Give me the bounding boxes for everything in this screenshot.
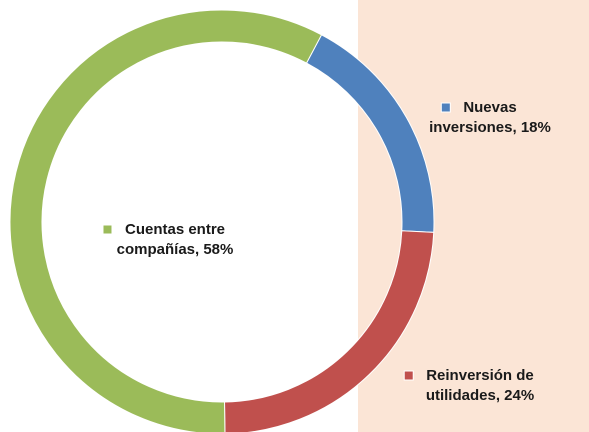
data-label-line: Reinversión de bbox=[426, 367, 534, 384]
data-label: Reinversión de utilidades, 24% bbox=[426, 367, 534, 404]
data-label: Cuentas entre compañías, 58% bbox=[117, 221, 234, 258]
label-marker bbox=[102, 224, 113, 235]
data-label-line: Nuevas bbox=[463, 99, 516, 116]
label-marker bbox=[403, 370, 414, 381]
donut-segment bbox=[9, 9, 323, 432]
data-label: Nuevas inversiones, 18% bbox=[429, 99, 551, 136]
data-label-line: compañías, 58% bbox=[117, 241, 234, 258]
data-label-line: utilidades, 24% bbox=[426, 387, 534, 404]
label-marker bbox=[440, 102, 451, 113]
data-label-line: inversiones, 18% bbox=[429, 119, 551, 136]
donut-segment bbox=[224, 230, 435, 432]
plot-background bbox=[358, 0, 589, 432]
data-label-line: Cuentas entre bbox=[125, 221, 225, 238]
